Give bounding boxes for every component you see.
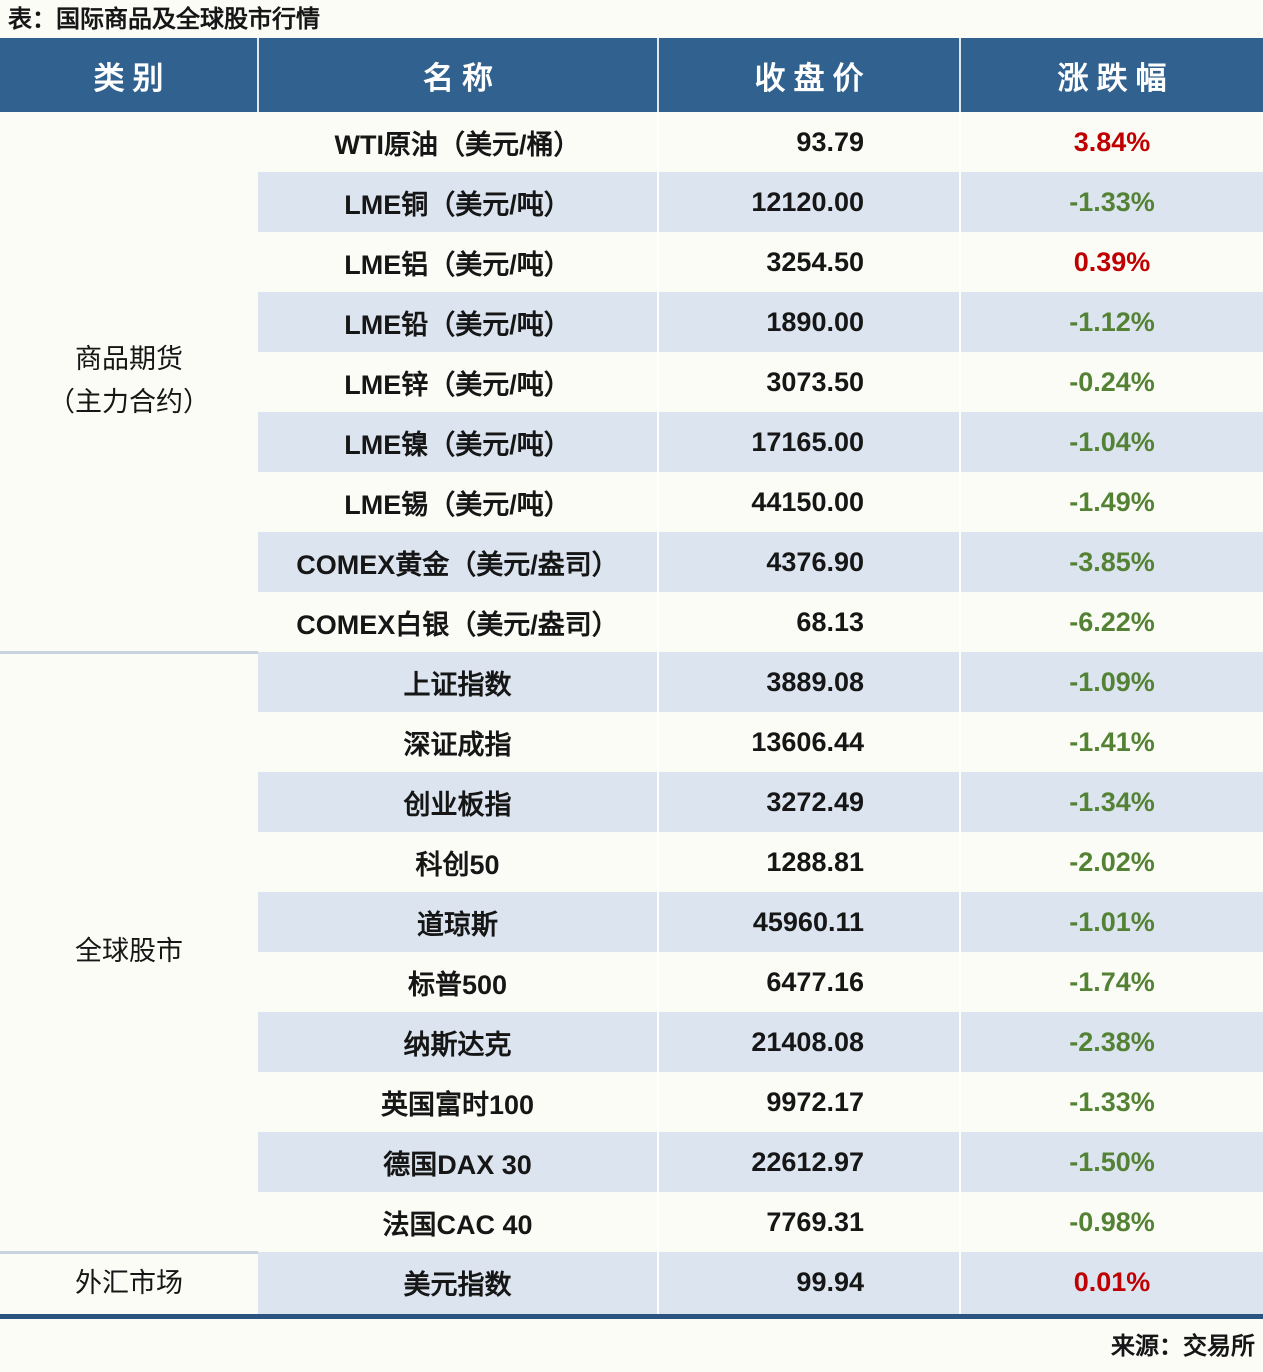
close-price-cell: 68.13 (657, 592, 960, 652)
table-row: COMEX黄金（美元/盎司） 4376.90 -3.85% (0, 532, 1263, 592)
table-row: 创业板指 3272.49 -1.34% (0, 772, 1263, 832)
change-percent-cell: -1.49% (959, 472, 1263, 532)
category-label-line: 商品期货 (75, 344, 183, 375)
table-row: 外汇市场 美元指数 99.94 0.01% (0, 1250, 1263, 1316)
column-header-category: 类别 (0, 38, 258, 112)
instrument-name-cell: LME镍（美元/吨） (258, 412, 658, 472)
close-price-cell: 3073.50 (657, 352, 960, 412)
change-percent-cell: -2.38% (959, 1012, 1263, 1072)
instrument-name-cell: 科创50 (258, 832, 658, 892)
market-table: 类别 名称 收盘价 涨跌幅 商品期货 （主力合约） WTI原油（美元/桶） 93.79… (0, 38, 1263, 1319)
close-price-cell: 99.94 (657, 1252, 960, 1316)
close-price-cell: 9972.17 (657, 1072, 960, 1132)
table-row: 法国CAC 40 7769.31 -0.98% (0, 1192, 1263, 1252)
table-body: 商品期货 （主力合约） WTI原油（美元/桶） 93.79 3.84% LME铜（美元/吨… (0, 112, 1263, 1316)
column-header-name: 名称 (257, 38, 658, 112)
table-row: 全球股市 上证指数 3889.08 -1.09% (0, 650, 1263, 1252)
close-price-cell: 1890.00 (657, 292, 960, 352)
close-price-cell: 17165.00 (657, 412, 960, 472)
instrument-name-cell: LME锡（美元/吨） (258, 472, 658, 532)
instrument-name-cell: 美元指数 (258, 1252, 658, 1316)
category-cell: 外汇市场 (0, 1250, 258, 1316)
change-percent-cell: 0.39% (959, 232, 1263, 292)
change-percent-cell: -1.09% (959, 652, 1263, 712)
instrument-name-cell: 法国CAC 40 (258, 1192, 658, 1252)
table-row: 深证成指 13606.44 -1.41% (0, 712, 1263, 772)
category-label-line: （主力合约） (48, 387, 210, 418)
change-percent-cell: 3.84% (959, 112, 1263, 172)
instrument-name-cell: LME铅（美元/吨） (258, 292, 658, 352)
table-row: 英国富时100 9972.17 -1.33% (0, 1072, 1263, 1132)
table-row: 德国DAX 30 22612.97 -1.50% (0, 1132, 1263, 1192)
instrument-name-cell: 道琼斯 (258, 892, 658, 952)
table-row: 纳斯达克 21408.08 -2.38% (0, 1012, 1263, 1072)
change-percent-cell: -1.33% (959, 1072, 1263, 1132)
instrument-name-cell: 创业板指 (258, 772, 658, 832)
close-price-cell: 7769.31 (657, 1192, 960, 1252)
close-price-cell: 3254.50 (657, 232, 960, 292)
close-price-cell: 6477.16 (657, 952, 960, 1012)
header-row: 类别 名称 收盘价 涨跌幅 (0, 38, 1263, 112)
change-percent-cell: -1.01% (959, 892, 1263, 952)
close-price-cell: 44150.00 (657, 472, 960, 532)
table-row: 商品期货 （主力合约） WTI原油（美元/桶） 93.79 3.84% (0, 112, 1263, 652)
page-title: 表：国际商品及全球股市行情 (8, 6, 320, 33)
instrument-name-cell: 纳斯达克 (258, 1012, 658, 1072)
instrument-name-cell: 英国富时100 (258, 1072, 658, 1132)
instrument-name-cell: LME铜（美元/吨） (258, 172, 658, 232)
change-percent-cell: -1.33% (959, 172, 1263, 232)
table-row: COMEX白银（美元/盎司） 68.13 -6.22% (0, 592, 1263, 652)
instrument-name-cell: WTI原油（美元/桶） (258, 112, 658, 172)
change-percent-cell: -1.74% (959, 952, 1263, 1012)
table-row: LME锡（美元/吨） 44150.00 -1.49% (0, 472, 1263, 532)
table-row: 道琼斯 45960.11 -1.01% (0, 892, 1263, 952)
instrument-name-cell: COMEX白银（美元/盎司） (258, 592, 658, 652)
close-price-cell: 4376.90 (657, 532, 960, 592)
table-row: 标普500 6477.16 -1.74% (0, 952, 1263, 1012)
table-row: 科创50 1288.81 -2.02% (0, 832, 1263, 892)
change-percent-cell: -1.50% (959, 1132, 1263, 1192)
close-price-cell: 22612.97 (657, 1132, 960, 1192)
close-price-cell: 13606.44 (657, 712, 960, 772)
close-price-cell: 12120.00 (657, 172, 960, 232)
close-price-cell: 45960.11 (657, 892, 960, 952)
close-price-cell: 3272.49 (657, 772, 960, 832)
instrument-name-cell: COMEX黄金（美元/盎司） (258, 532, 658, 592)
instrument-name-cell: 上证指数 (258, 652, 658, 712)
instrument-name-cell: 深证成指 (258, 712, 658, 772)
change-percent-cell: -1.34% (959, 772, 1263, 832)
change-percent-cell: -1.04% (959, 412, 1263, 472)
table-row: LME铜（美元/吨） 12120.00 -1.33% (0, 172, 1263, 232)
instrument-name-cell: 德国DAX 30 (258, 1132, 658, 1192)
table-row: LME铅（美元/吨） 1890.00 -1.12% (0, 292, 1263, 352)
source-note: 来源：交易所 (1111, 1332, 1255, 1360)
change-percent-cell: -0.24% (959, 352, 1263, 412)
table-row: LME镍（美元/吨） 17165.00 -1.04% (0, 412, 1263, 472)
table-row: LME铝（美元/吨） 3254.50 0.39% (0, 232, 1263, 292)
change-percent-cell: -1.12% (959, 292, 1263, 352)
change-percent-cell: -0.98% (959, 1192, 1263, 1252)
change-percent-cell: -1.41% (959, 712, 1263, 772)
category-cell: 商品期货 （主力合约） (0, 112, 258, 652)
instrument-name-cell: LME锌（美元/吨） (258, 352, 658, 412)
instrument-name-cell: 标普500 (258, 952, 658, 1012)
table-row: LME锌（美元/吨） 3073.50 -0.24% (0, 352, 1263, 412)
change-percent-cell: -3.85% (959, 532, 1263, 592)
column-header-close: 收盘价 (657, 38, 960, 112)
close-price-cell: 93.79 (657, 112, 960, 172)
column-header-change: 涨跌幅 (959, 38, 1263, 112)
instrument-name-cell: LME铝（美元/吨） (258, 232, 658, 292)
change-percent-cell: 0.01% (959, 1252, 1263, 1316)
close-price-cell: 1288.81 (657, 832, 960, 892)
close-price-cell: 3889.08 (657, 652, 960, 712)
category-cell: 全球股市 (0, 650, 258, 1252)
close-price-cell: 21408.08 (657, 1012, 960, 1072)
category-label-line: 全球股市 (75, 936, 183, 967)
change-percent-cell: -6.22% (959, 592, 1263, 652)
change-percent-cell: -2.02% (959, 832, 1263, 892)
category-label-line: 外汇市场 (75, 1267, 183, 1298)
